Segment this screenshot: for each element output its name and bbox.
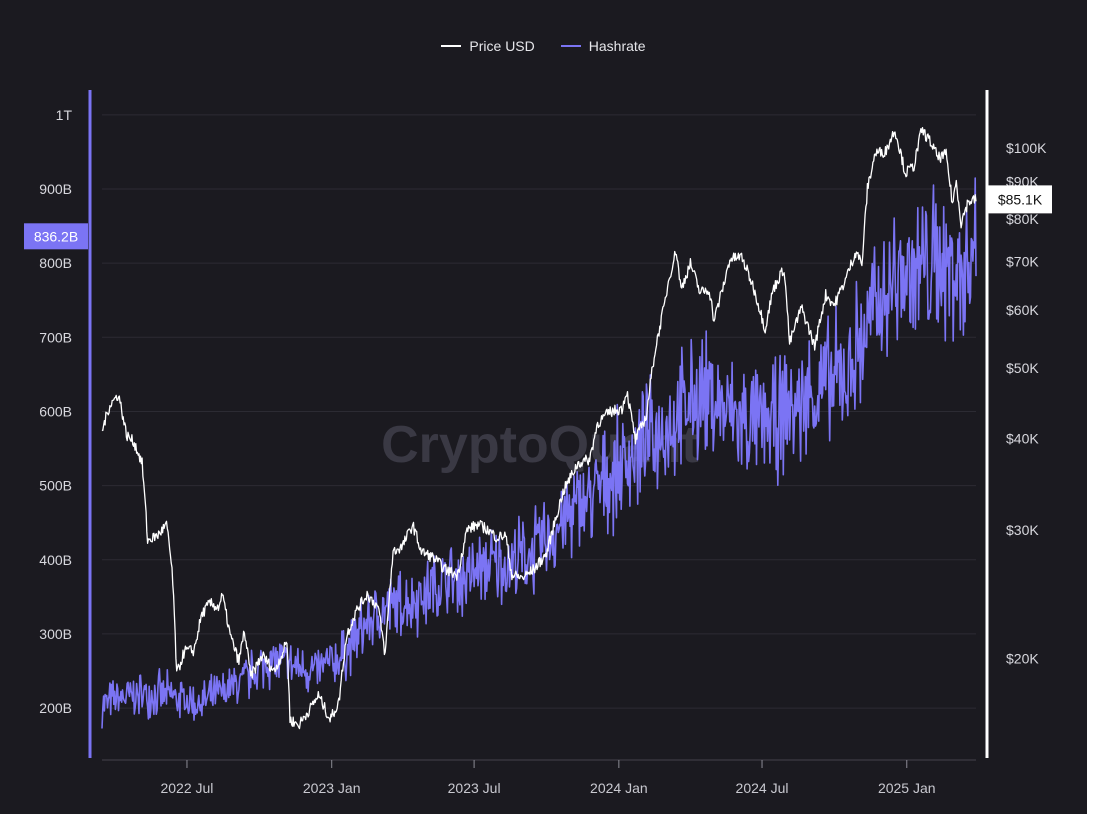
hashrate-current-value: 836.2B xyxy=(34,228,78,244)
y-left-tick-label: 600B xyxy=(39,403,72,419)
y-right-tick-label: $60K xyxy=(1006,302,1039,318)
legend-item-hashrate[interactable]: Hashrate xyxy=(560,38,646,54)
hashrate-current-marker xyxy=(24,223,88,250)
legend-hashrate-label: Hashrate xyxy=(588,38,646,54)
y-left-tick-label: 500B xyxy=(39,478,72,494)
y-right-tick-label: $30K xyxy=(1006,522,1039,538)
hashrate-line-swatch xyxy=(560,45,581,47)
y-left-tick-label: 300B xyxy=(39,626,72,642)
y-right-tick-label: $80K xyxy=(1006,211,1039,227)
legend-item-price[interactable]: Price USD xyxy=(441,38,535,54)
y-left-tick-label: 700B xyxy=(39,329,72,345)
y-left-tick-label: 900B xyxy=(39,181,72,197)
price-line-swatch xyxy=(441,45,462,47)
hashrate-series-line[interactable] xyxy=(101,177,977,729)
legend: Price USD Hashrate xyxy=(0,38,1087,54)
watermark: CryptoQuant xyxy=(381,416,699,474)
price-current-value: $85.1K xyxy=(998,191,1043,207)
x-tick-label: 2024 Jul xyxy=(736,780,789,796)
x-tick-label: 2024 Jan xyxy=(590,780,648,796)
y-right-tick-label: $20K xyxy=(1006,650,1039,666)
x-tick-label: 2023 Jul xyxy=(448,780,501,796)
y-right-tick-label: $50K xyxy=(1006,360,1039,376)
y-left-tick-label: 800B xyxy=(39,255,72,271)
x-tick-label: 2025 Jan xyxy=(878,780,936,796)
y-left-tick-label: 1T xyxy=(56,107,73,123)
y-right-tick-label: $70K xyxy=(1006,253,1039,269)
y-right-tick-label: $100K xyxy=(1006,140,1047,156)
y-right-tick-label: $40K xyxy=(1006,431,1039,447)
x-tick-label: 2022 Jul xyxy=(160,780,213,796)
y-left-tick-label: 200B xyxy=(39,700,72,716)
x-tick-label: 2023 Jan xyxy=(303,780,361,796)
y-left-tick-label: 400B xyxy=(39,552,72,568)
price-current-marker xyxy=(988,185,1052,214)
price-series-line[interactable] xyxy=(101,126,977,730)
legend-price-label: Price USD xyxy=(469,38,535,54)
